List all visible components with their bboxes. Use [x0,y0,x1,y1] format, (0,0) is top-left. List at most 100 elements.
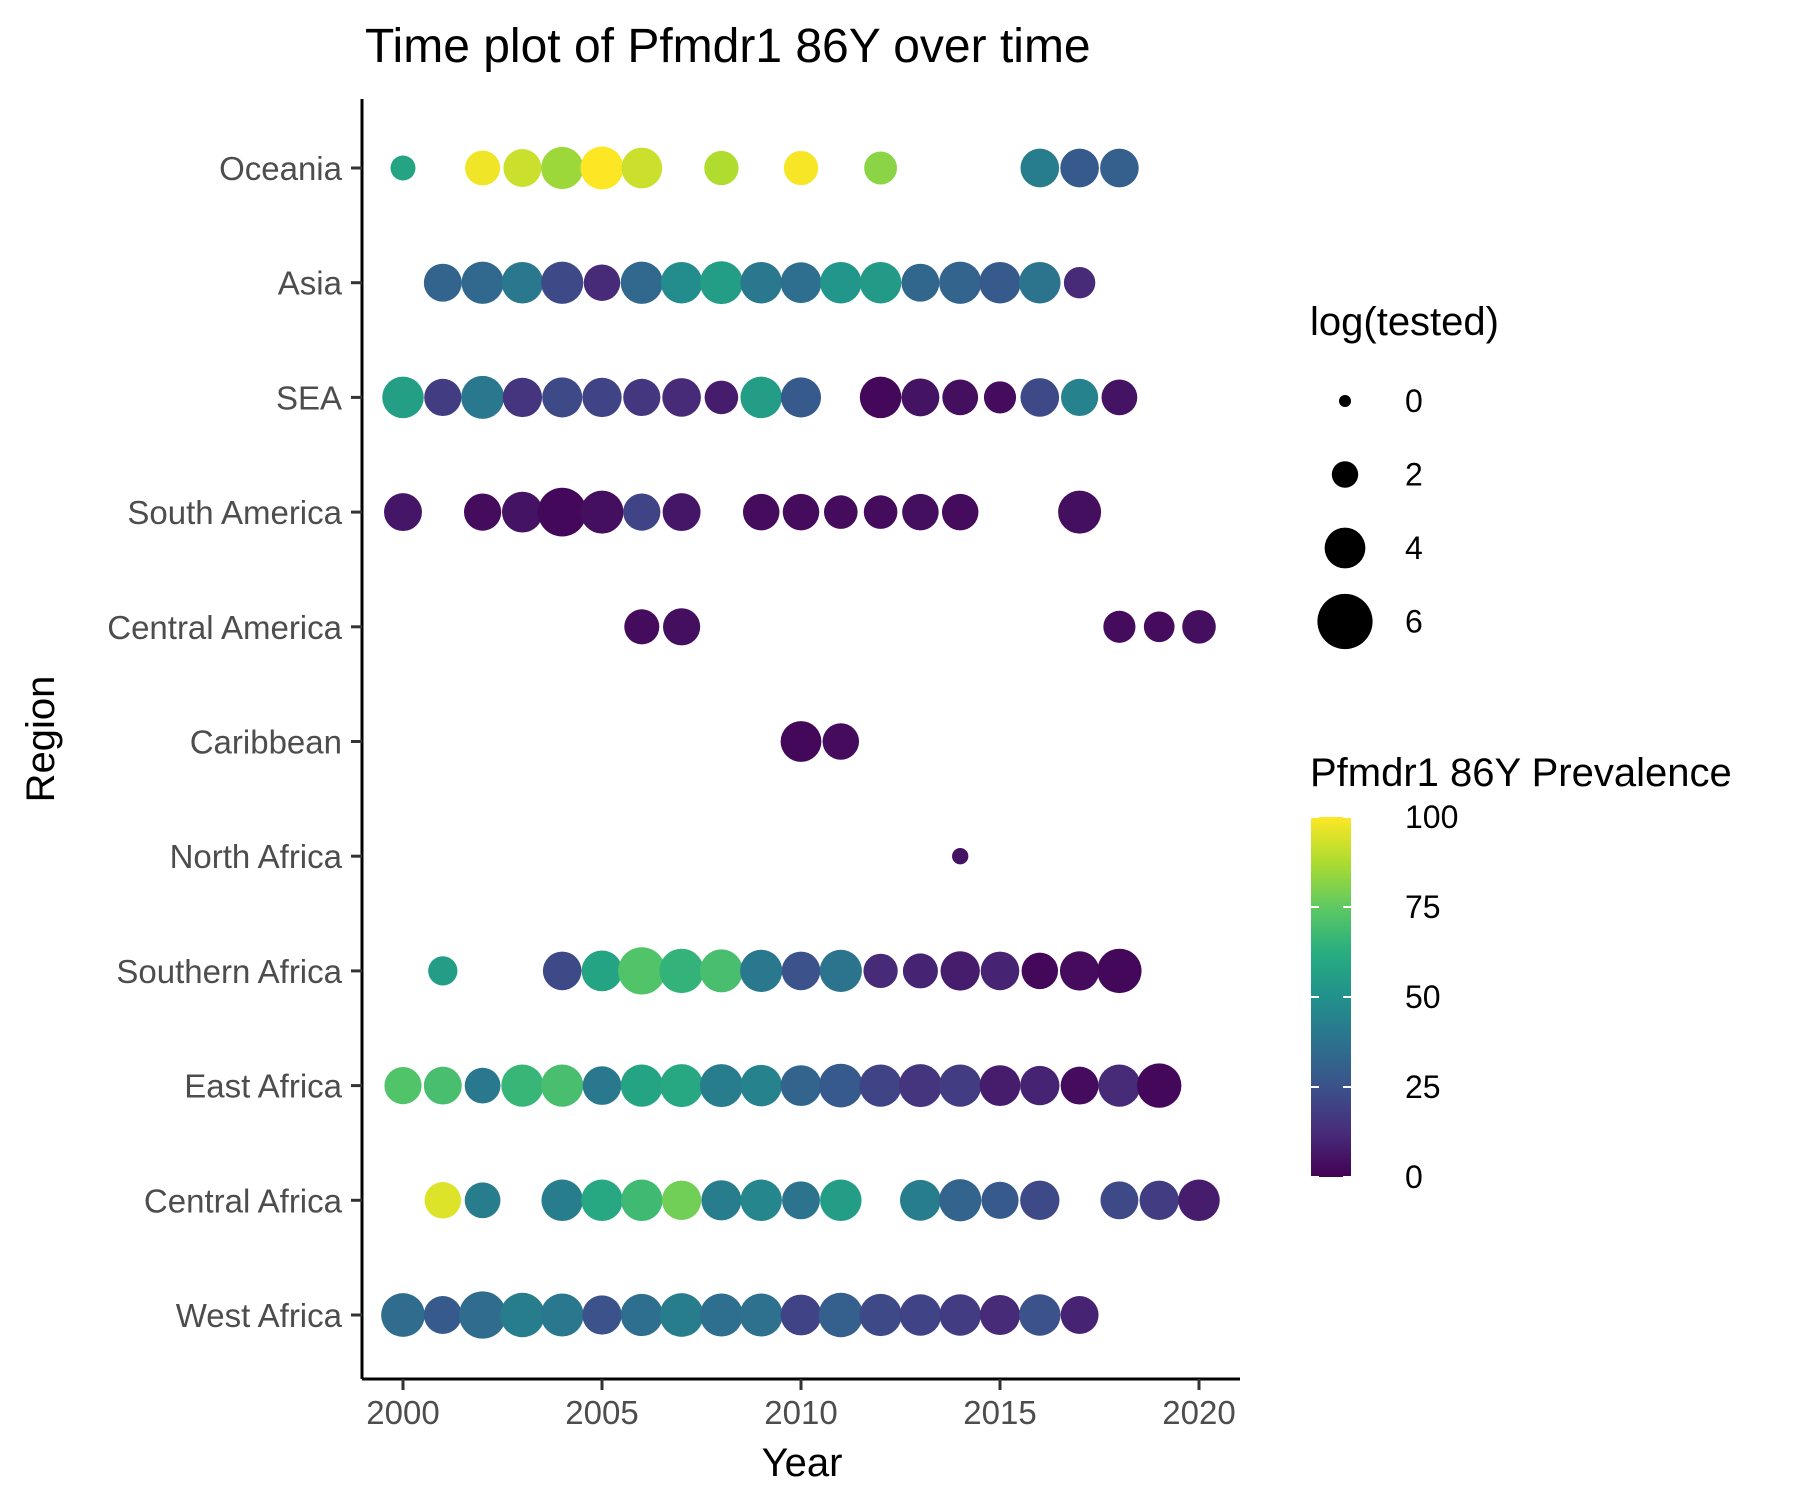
data-point [901,263,940,302]
data-point [980,951,1020,991]
data-point [501,1064,544,1107]
data-point [540,1293,584,1337]
data-point [780,1065,822,1106]
size-legend-title: log(tested) [1310,300,1499,344]
data-point [699,261,743,305]
data-point [940,951,980,991]
data-point [699,1064,743,1108]
data-point [620,1064,663,1107]
data-point [742,493,780,531]
data-point [1063,266,1096,299]
data-point [859,261,902,304]
data-point [900,1179,941,1221]
data-point [384,493,422,532]
data-point [820,1179,862,1222]
y-tick-label: West Africa [176,1297,343,1334]
data-point [901,378,940,417]
data-point [819,949,862,993]
colorbar-tick-label: 0 [1405,1159,1423,1195]
data-point [983,381,1017,414]
data-point [580,146,624,190]
data-point [1097,948,1142,994]
data-point [582,1066,622,1105]
color-legend-title: Pfmdr1 86Y Prevalence [1310,751,1732,795]
data-point [1060,1296,1099,1334]
data-point [1137,1063,1182,1108]
data-point [623,378,661,416]
data-point [863,495,898,529]
data-point [740,1179,782,1222]
y-axis: Oceania Asia SEA South America Central Ameri… [107,150,362,1334]
data-point [1060,148,1099,188]
data-point [464,1182,501,1219]
data-point [939,1294,981,1336]
data-point [582,377,622,418]
data-point [782,493,820,531]
data-point [464,493,502,531]
data-point [583,264,621,301]
data-point [461,261,504,304]
data-point [704,150,739,186]
data-point [660,1064,704,1108]
data-point [979,261,1021,304]
data-point [503,149,542,187]
data-point [382,376,424,419]
data-point [500,1292,545,1338]
y-tick-label: Southern Africa [116,953,342,990]
data-point [704,380,739,415]
data-point [740,261,782,304]
data-point [1100,148,1139,188]
y-tick-label: East Africa [184,1068,342,1105]
data-point [981,1181,1019,1219]
x-tick-label: 2005 [565,1394,638,1431]
data-point [899,1294,942,1336]
y-tick-label: South America [127,494,342,531]
data-points [381,146,1220,1339]
data-point [939,261,982,304]
data-point [663,608,701,646]
x-tick-label: 2000 [366,1394,439,1431]
data-point [620,261,663,304]
data-point [1061,378,1099,416]
data-point [381,1293,425,1337]
data-point [740,376,782,419]
data-point [979,1294,1021,1336]
colorbar-tick-label: 100 [1405,799,1458,835]
data-point [699,949,743,993]
data-point [661,1180,702,1220]
data-point [859,1293,902,1337]
data-point [1103,610,1136,643]
data-point [942,379,979,416]
colorbar-tick-label: 25 [1405,1069,1441,1105]
y-tick-label: Central America [107,609,342,646]
data-point [701,1180,742,1221]
data-point [423,1296,462,1334]
data-point [818,1292,863,1338]
data-point [979,1065,1021,1106]
size-legend-label: 2 [1405,457,1423,493]
data-point [941,493,979,531]
x-tick-label: 2010 [764,1394,837,1431]
data-point [621,147,663,189]
data-point [783,150,819,186]
data-point [501,261,544,304]
x-tick-label: 2015 [963,1394,1036,1431]
color-legend: Pfmdr1 86Y Prevalence 100 75 50 25 0 [1310,751,1732,1195]
data-point [542,951,582,991]
data-point [541,261,584,304]
data-point [1020,378,1060,417]
data-point [464,1067,501,1104]
data-point [423,1066,462,1105]
colorbar-tick-label: 50 [1405,979,1441,1015]
data-point [458,1291,507,1339]
x-axis-label: Year [762,1441,843,1485]
data-point [541,1064,584,1107]
data-point [384,1067,422,1105]
data-point [582,1295,622,1335]
data-point [780,377,822,418]
data-point [699,1293,743,1337]
data-point [863,953,898,989]
data-point [780,721,822,762]
data-point [859,376,902,419]
